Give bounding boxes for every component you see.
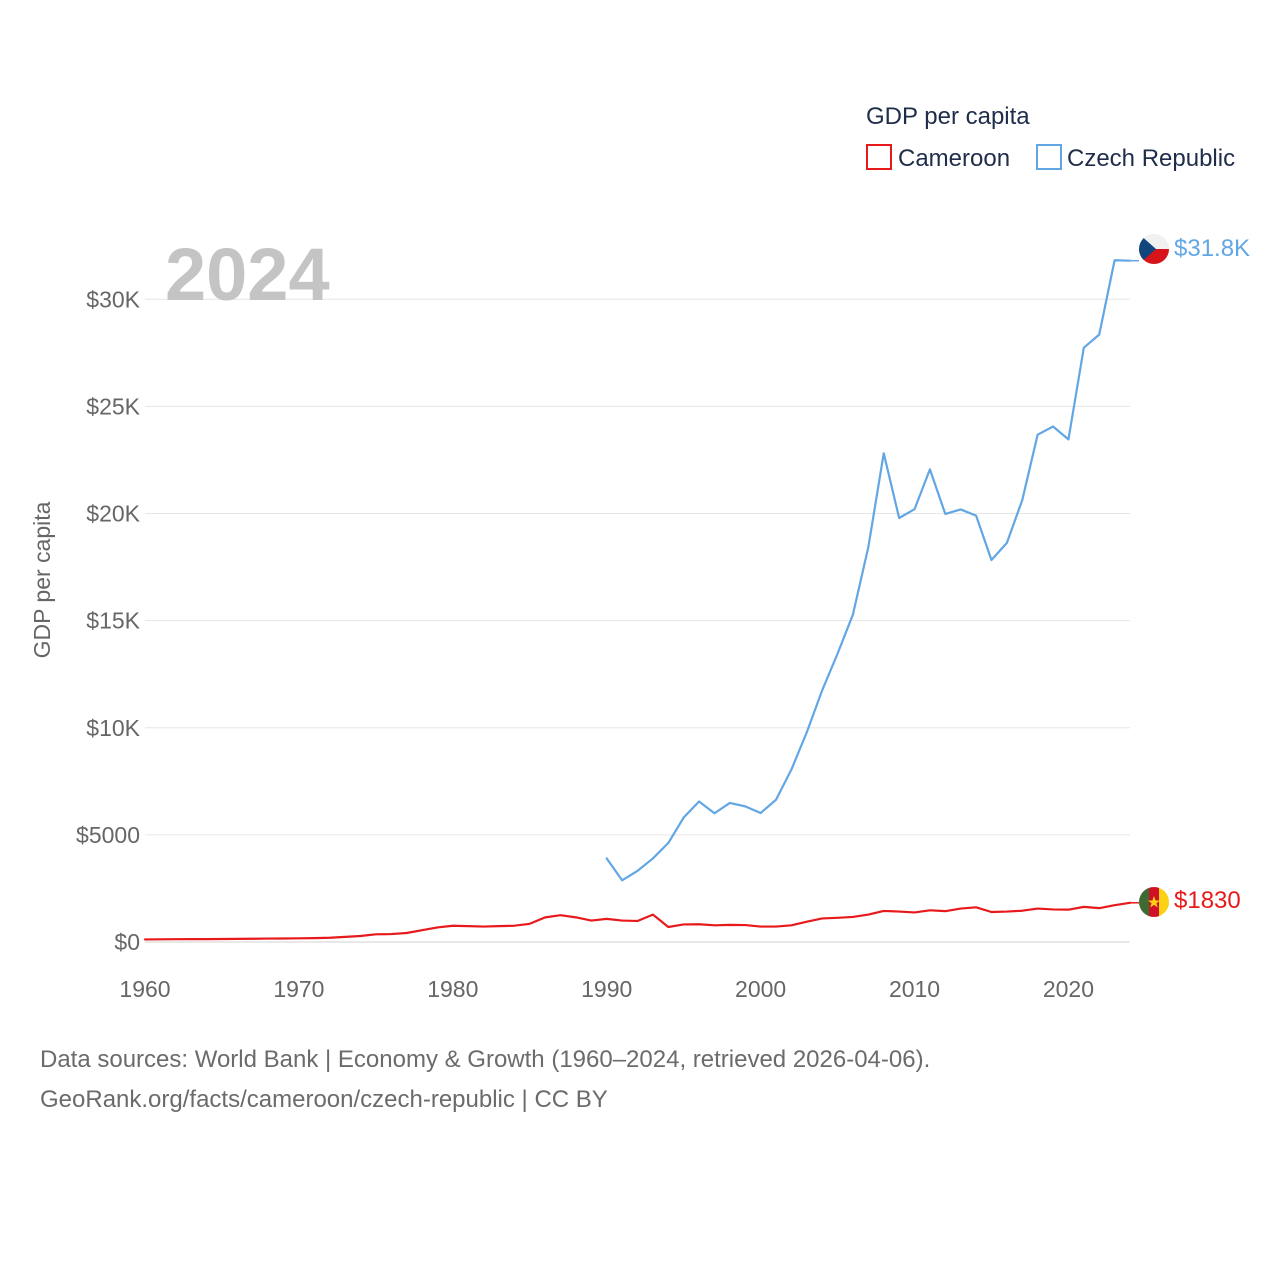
series-lines bbox=[143, 259, 1139, 941]
legend: GDP per capita Cameroon Czech Republic bbox=[866, 103, 1235, 172]
x-tick-label: 1970 bbox=[273, 976, 324, 1002]
czech-flag-icon bbox=[1139, 234, 1169, 264]
y-tick-label: $25K bbox=[86, 393, 140, 419]
year-label: 2024 bbox=[165, 233, 330, 316]
x-tick-label: 1990 bbox=[581, 976, 632, 1002]
x-tick-label: 2020 bbox=[1043, 976, 1094, 1002]
legend-swatch-cameroon[interactable] bbox=[866, 144, 892, 170]
y-tick-label: $15K bbox=[86, 608, 140, 634]
cameroon-flag-icon bbox=[1139, 887, 1169, 917]
y-tick-label: $20K bbox=[86, 501, 140, 527]
legend-label-cameroon[interactable]: Cameroon bbox=[898, 145, 1010, 172]
x-tick-label: 2000 bbox=[735, 976, 786, 1002]
series-line-czech-republic[interactable] bbox=[605, 259, 1132, 882]
legend-label-czech[interactable]: Czech Republic bbox=[1067, 145, 1235, 172]
y-axis-ticks: $0 $5000 $10K $15K $20K $25K $30K bbox=[76, 286, 141, 955]
y-tick-label: $10K bbox=[86, 715, 140, 741]
y-axis-label: GDP per capita bbox=[29, 501, 55, 658]
x-tick-label: 2010 bbox=[889, 976, 940, 1002]
legend-title: GDP per capita bbox=[866, 103, 1030, 130]
source-line-1: Data sources: World Bank | Economy & Gro… bbox=[40, 1046, 931, 1073]
series-line-cameroon[interactable] bbox=[143, 901, 1132, 941]
source-line-2[interactable]: GeoRank.org/facts/cameroon/czech-republi… bbox=[40, 1086, 608, 1113]
x-tick-label: 1960 bbox=[119, 976, 170, 1002]
grid-lines bbox=[145, 298, 1130, 943]
source-note: Data sources: World Bank | Economy & Gro… bbox=[40, 1040, 930, 1120]
legend-swatch-czech[interactable] bbox=[1036, 144, 1062, 170]
end-label-cameroon: $1830 bbox=[1174, 887, 1241, 914]
y-tick-label: $30K bbox=[86, 286, 140, 312]
y-tick-label: $0 bbox=[114, 929, 140, 955]
x-axis-ticks: 1960 1970 1980 1990 2000 2010 2020 bbox=[119, 976, 1094, 1002]
x-tick-label: 1980 bbox=[427, 976, 478, 1002]
y-tick-label: $5000 bbox=[76, 822, 140, 848]
end-label-czech: $31.8K bbox=[1174, 235, 1250, 262]
